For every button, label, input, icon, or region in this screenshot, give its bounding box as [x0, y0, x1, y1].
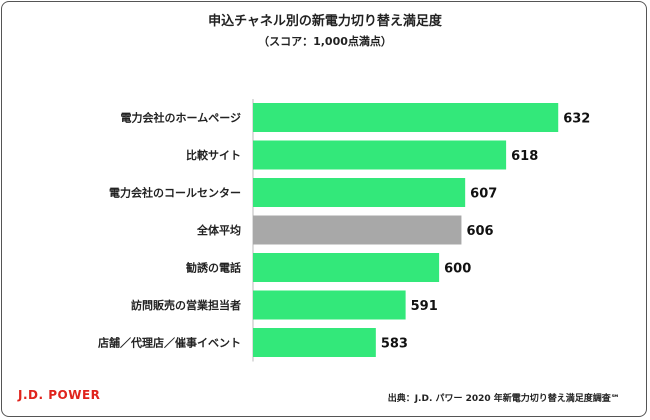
value-label-5: 591 — [411, 299, 438, 314]
value-label-4: 600 — [444, 262, 471, 277]
source-note: 出典：J.D. パワー 2020 年新電力切り替え満足度調査℠ — [387, 394, 620, 404]
bar-4 — [253, 253, 440, 282]
chart-title: 申込チャネル別の新電力切り替え満足度 — [208, 14, 442, 29]
value-label-2: 607 — [470, 187, 497, 202]
category-label-4: 勧誘の電話 — [186, 261, 241, 275]
bar-1 — [253, 140, 507, 170]
chart-subtitle: （スコア：1,000点満点） — [258, 35, 392, 48]
bar-5 — [253, 290, 406, 320]
category-label-2: 電力会社のコールセンター — [109, 186, 241, 200]
bar-0 — [253, 103, 559, 132]
bar-2 — [253, 178, 466, 207]
jd-power-logo: J.D. POWER — [18, 388, 101, 402]
value-label-0: 632 — [563, 112, 590, 127]
category-label-0: 電力会社のホームページ — [121, 111, 241, 125]
category-label-5: 訪問販売の営業担当者 — [131, 298, 241, 312]
bar-3 — [253, 215, 462, 245]
value-label-3: 606 — [466, 224, 493, 239]
value-label-1: 618 — [511, 149, 538, 164]
category-label-6: 店舗／代理店／催事イベント — [98, 336, 241, 350]
category-label-3: 全体平均 — [196, 223, 241, 237]
category-label-1: 比較サイト — [186, 148, 241, 162]
bar-6 — [253, 328, 376, 357]
value-label-6: 583 — [381, 337, 408, 352]
